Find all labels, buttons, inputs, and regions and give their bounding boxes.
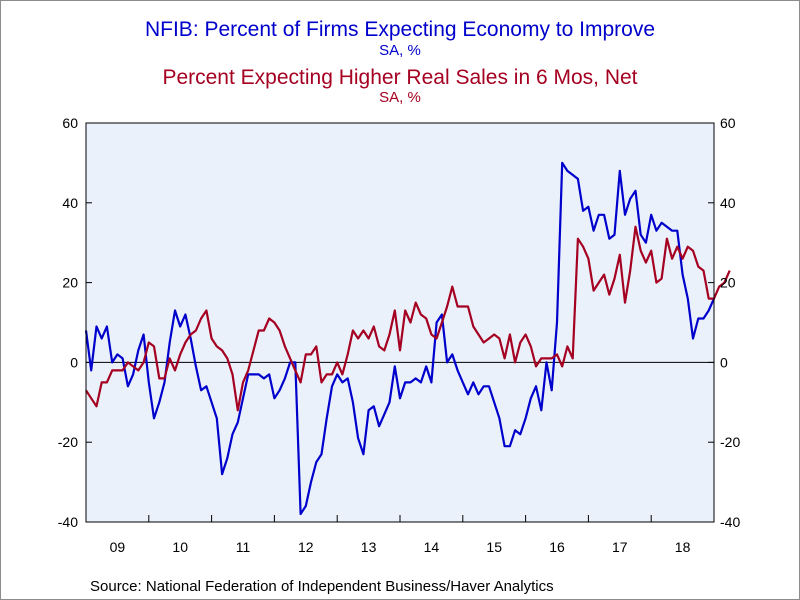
series1-subtitle: SA, % bbox=[379, 42, 421, 59]
x-tick-label: 16 bbox=[549, 539, 565, 555]
series1-title: NFIB: Percent of Firms Expecting Economy… bbox=[144, 18, 655, 41]
y-tick-label-left: 0 bbox=[70, 354, 78, 370]
x-tick-label: 10 bbox=[172, 539, 188, 555]
x-tick-label: 13 bbox=[361, 539, 377, 555]
y-tick-label-right: 60 bbox=[720, 115, 736, 131]
y-tick-label-left: -20 bbox=[58, 434, 78, 450]
y-tick-label-right: 20 bbox=[720, 275, 736, 291]
series2-subtitle: SA, % bbox=[379, 89, 421, 106]
axis-labels: -40 -20 0 20 40 60 -40 -20 0 20 40 60 09 10 11 12 13 14 15… bbox=[58, 115, 741, 555]
x-tick-label: 12 bbox=[298, 539, 314, 555]
source-note: Source: National Federation of Independe… bbox=[90, 578, 554, 595]
y-tick-label-right: -40 bbox=[720, 514, 740, 530]
x-tick-label: 17 bbox=[612, 539, 628, 555]
y-tick-label-left: -40 bbox=[58, 514, 78, 530]
x-tick-label: 09 bbox=[110, 539, 126, 555]
x-tick-label: 11 bbox=[236, 539, 251, 555]
x-tick-label: 14 bbox=[424, 539, 440, 555]
series-line-economy-improve bbox=[84, 161, 716, 516]
y-tick-label-right: -20 bbox=[720, 434, 740, 450]
plot-area bbox=[86, 123, 714, 522]
series-line-real-sales bbox=[85, 225, 731, 412]
y-tick-label-right: 0 bbox=[720, 354, 728, 370]
y-tick-label-right: 40 bbox=[720, 195, 736, 211]
series2-title: Percent Expecting Higher Real Sales in 6… bbox=[162, 66, 638, 89]
plot-border bbox=[85, 122, 715, 523]
x-tick-label: 15 bbox=[486, 539, 502, 555]
x-tick-label: 18 bbox=[675, 539, 691, 555]
y-tick-label-left: 20 bbox=[62, 275, 78, 291]
y-tick-label-left: 40 bbox=[62, 195, 78, 211]
y-tick-label-left: 60 bbox=[62, 115, 78, 131]
series-lines bbox=[84, 161, 731, 516]
